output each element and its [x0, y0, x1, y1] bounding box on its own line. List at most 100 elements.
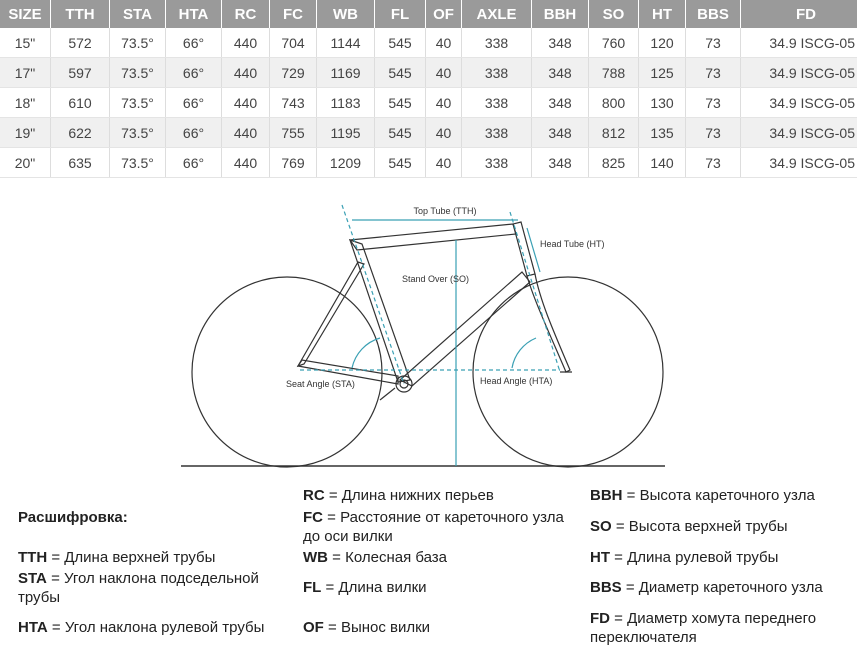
table-cell: 545: [374, 117, 426, 148]
legend-abbr: WB: [303, 549, 328, 566]
legend-text: = Диаметр кареточного узла: [625, 579, 823, 596]
legend-item: STA = Угол наклона подседельной трубы: [18, 569, 288, 607]
legend-text: = Угол наклона подседельной трубы: [18, 570, 259, 606]
table-cell: 135: [638, 117, 686, 148]
table-cell: 440: [221, 147, 270, 178]
column-header: TTH: [50, 0, 110, 28]
legend-abbr: OF: [303, 619, 324, 636]
column-header: BBH: [531, 0, 589, 28]
column-header: AXLE: [461, 0, 532, 28]
table-row: 20" 635 73.5° 66° 440 769 1209 545 40 338 348 825 14…: [0, 147, 857, 178]
table-cell: 755: [269, 117, 317, 148]
column-header: SIZE: [0, 0, 51, 28]
legend-abbr: FL: [303, 579, 322, 596]
table-cell: 338: [461, 28, 532, 58]
table-cell: 15": [0, 28, 51, 58]
table-cell: 18": [0, 87, 51, 118]
table-cell: 1169: [316, 57, 375, 88]
table-cell: 73: [685, 117, 741, 148]
legend-abbr: BBH: [590, 487, 623, 504]
table-cell: 34.9 ISCG-05: [740, 147, 857, 178]
table-cell: 1144: [316, 28, 375, 58]
legend-abbr: BBS: [590, 579, 622, 596]
table-cell: 1183: [316, 87, 375, 118]
column-header: FD: [740, 0, 857, 28]
head-tube-label: Head Tube (HT): [540, 239, 605, 249]
table-cell: 440: [221, 117, 270, 148]
table-cell: 788: [588, 57, 639, 88]
top-tube-label: Top Tube (TTH): [413, 206, 476, 216]
legend-item: BBH = Высота кареточного узла: [590, 486, 850, 505]
table-cell: 348: [531, 87, 589, 118]
legend-item: BBS = Диаметр кареточного узла: [590, 578, 850, 597]
legend-item: FC = Расстояние от кареточного узла до о…: [303, 508, 583, 546]
table-row: 19" 622 73.5° 66° 440 755 1195 545 40 338 348 812 13…: [0, 117, 857, 148]
table-cell: 610: [50, 87, 110, 118]
column-header: STA: [109, 0, 166, 28]
legend-text: = Длина вилки: [325, 579, 427, 596]
column-header: HT: [638, 0, 686, 28]
bike-diagram: Top Tube (TTH) Head Tube (HT) Stand Over…: [181, 204, 665, 468]
table-cell: 348: [531, 147, 589, 178]
table-cell: 545: [374, 57, 426, 88]
table-cell: 73.5°: [109, 28, 166, 58]
table-cell: 73.5°: [109, 147, 166, 178]
table-cell: 338: [461, 87, 532, 118]
legend-abbr: FD: [590, 610, 610, 627]
legend-abbr: HTA: [18, 619, 48, 636]
table-cell: 34.9 ISCG-05: [740, 87, 857, 118]
table-cell: 635: [50, 147, 110, 178]
legend-item: SO = Высота верхней трубы: [590, 517, 850, 536]
seat-angle-label: Seat Angle (STA): [286, 379, 355, 389]
legend-item: RC = Длина нижних перьев: [303, 486, 583, 505]
table-cell: 73.5°: [109, 87, 166, 118]
legend-item: OF = Вынос вилки: [303, 618, 583, 637]
legend-item: HT = Длина рулевой трубы: [590, 548, 850, 567]
table-cell: 73.5°: [109, 57, 166, 88]
table-cell: 338: [461, 57, 532, 88]
table-cell: 348: [531, 57, 589, 88]
table-cell: 20": [0, 147, 51, 178]
legend-item: TTH = Длина верхней трубы: [18, 548, 288, 567]
legend-abbr: TTH: [18, 549, 48, 566]
table-cell: 19": [0, 117, 51, 148]
legend-text: = Длина верхней трубы: [51, 549, 216, 566]
legend-text: = Длина рулевой трубы: [614, 549, 779, 566]
column-header: FC: [269, 0, 317, 28]
geometry-table: SIZE TTH STA HTA RC FC WB FL OF AXLE BBH SO HT BBS FD 1…: [0, 0, 857, 178]
legend-title-text: Расшифровка:: [18, 509, 128, 526]
legend-text: = Высота кареточного узла: [626, 487, 815, 504]
legend-abbr: STA: [18, 570, 47, 587]
table-cell: 66°: [165, 117, 222, 148]
table-cell: 66°: [165, 57, 222, 88]
column-header: RC: [221, 0, 270, 28]
table-cell: 73: [685, 57, 741, 88]
table-cell: 704: [269, 28, 317, 58]
table-cell: 338: [461, 147, 532, 178]
table-cell: 40: [425, 57, 462, 88]
table-cell: 130: [638, 87, 686, 118]
table-cell: 66°: [165, 87, 222, 118]
table-cell: 34.9 ISCG-05: [740, 28, 857, 58]
legend-text: = Высота верхней трубы: [615, 518, 788, 535]
column-header: SO: [588, 0, 639, 28]
table-cell: 73: [685, 28, 741, 58]
table-cell: 572: [50, 28, 110, 58]
table-cell: 66°: [165, 147, 222, 178]
table-cell: 743: [269, 87, 317, 118]
table-cell: 40: [425, 147, 462, 178]
column-header: OF: [425, 0, 462, 28]
head-angle-label: Head Angle (HTA): [480, 376, 552, 386]
table-cell: 40: [425, 28, 462, 58]
table-cell: 440: [221, 87, 270, 118]
legend-text: = Длина нижних перьев: [328, 487, 494, 504]
table-cell: 40: [425, 117, 462, 148]
table-cell: 120: [638, 28, 686, 58]
table-cell: 73: [685, 87, 741, 118]
table-cell: 73: [685, 147, 741, 178]
table-cell: 769: [269, 147, 317, 178]
table-cell: 545: [374, 28, 426, 58]
column-header: FL: [374, 0, 426, 28]
legend-abbr: FC: [303, 509, 323, 526]
